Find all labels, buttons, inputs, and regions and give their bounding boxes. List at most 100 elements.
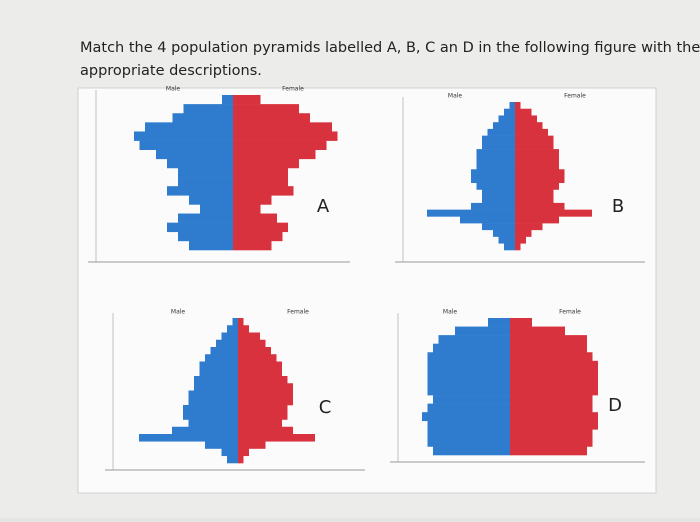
male-bar	[205, 354, 238, 362]
female-label: Female	[287, 309, 309, 316]
male-bar	[427, 429, 510, 439]
female-bar	[515, 229, 532, 237]
male-bar	[471, 202, 515, 210]
pyramid-letter: C	[319, 397, 332, 418]
male-bar	[189, 195, 233, 205]
male-bar	[433, 343, 510, 353]
female-bar	[238, 361, 282, 370]
male-bar	[476, 182, 515, 190]
male-bar	[172, 113, 233, 123]
female-bar	[515, 189, 554, 197]
female-bar	[233, 240, 272, 251]
female-bar	[238, 419, 282, 428]
female-bar	[233, 122, 332, 132]
male-bar	[504, 108, 515, 116]
male-bar	[427, 209, 515, 217]
male-bar	[455, 326, 510, 336]
female-bar	[233, 113, 310, 123]
female-bar	[233, 131, 338, 141]
female-bar	[510, 412, 598, 422]
pyramid-letter: A	[317, 196, 330, 217]
female-bar	[233, 158, 299, 169]
female-bar	[510, 446, 587, 456]
female-bar	[510, 326, 565, 336]
question-line: appropriate descriptions.	[80, 63, 262, 79]
female-bar	[233, 204, 261, 214]
male-bar	[422, 412, 510, 422]
female-bar	[510, 395, 593, 404]
male-bar	[183, 104, 233, 114]
male-bar	[482, 135, 515, 143]
question-line: Match the 4 population pyramids labelled…	[80, 40, 700, 56]
female-bar	[238, 455, 244, 464]
male-bar	[427, 403, 510, 413]
female-bar	[233, 222, 288, 233]
male-bar	[134, 131, 233, 141]
female-bar	[233, 177, 288, 187]
pyramid-letter: D	[608, 395, 622, 416]
female-bar	[510, 360, 598, 370]
male-bar	[476, 162, 515, 170]
male-bar	[476, 155, 515, 163]
female-bar	[238, 332, 260, 341]
male-bar	[482, 189, 515, 197]
female-bar	[233, 186, 294, 196]
female-bar	[238, 368, 282, 377]
female-bar	[238, 354, 277, 362]
female-bar	[238, 347, 271, 355]
male-bar	[222, 95, 233, 105]
female-bar	[510, 369, 598, 379]
male-bar	[498, 115, 515, 123]
male-bar	[167, 222, 233, 233]
female-bar	[233, 195, 272, 205]
male-label: Male	[166, 86, 181, 93]
female-bar	[510, 318, 532, 327]
male-bar	[427, 369, 510, 379]
male-bar	[227, 325, 238, 333]
male-bar	[221, 332, 238, 341]
male-bar	[194, 383, 238, 391]
male-bar	[200, 204, 233, 214]
male-bar	[509, 102, 515, 110]
female-bar	[515, 223, 543, 231]
female-bar	[510, 343, 587, 353]
female-bar	[238, 448, 249, 457]
male-bar	[199, 361, 238, 370]
female-bar	[510, 386, 598, 396]
male-bar	[167, 186, 233, 196]
male-bar	[471, 169, 515, 177]
male-bar	[493, 122, 515, 130]
female-bar	[515, 149, 559, 157]
female-bar	[515, 155, 559, 163]
male-bar	[482, 142, 515, 150]
female-bar	[238, 441, 266, 449]
female-bar	[233, 213, 277, 223]
male-bar	[471, 176, 515, 184]
female-bar	[238, 434, 315, 442]
male-bar	[427, 360, 510, 370]
female-bar	[515, 196, 554, 204]
male-bar	[139, 434, 238, 442]
female-bar	[233, 149, 316, 160]
female-bar	[515, 216, 559, 224]
male-bar	[188, 419, 238, 428]
male-bar	[156, 149, 233, 160]
female-bar	[238, 405, 288, 413]
female-bar	[238, 390, 293, 399]
female-bar	[233, 167, 288, 178]
male-bar	[427, 377, 510, 387]
male-bar	[427, 437, 510, 447]
male-bar	[427, 386, 510, 396]
male-bar	[205, 441, 238, 449]
male-bar	[145, 122, 233, 132]
male-bar	[427, 352, 510, 362]
male-bar	[167, 158, 233, 169]
male-bar	[433, 446, 510, 456]
female-bar	[515, 102, 521, 110]
male-bar	[183, 412, 238, 420]
female-bar	[510, 377, 598, 387]
male-bar	[172, 426, 238, 435]
male-bar	[194, 376, 238, 384]
